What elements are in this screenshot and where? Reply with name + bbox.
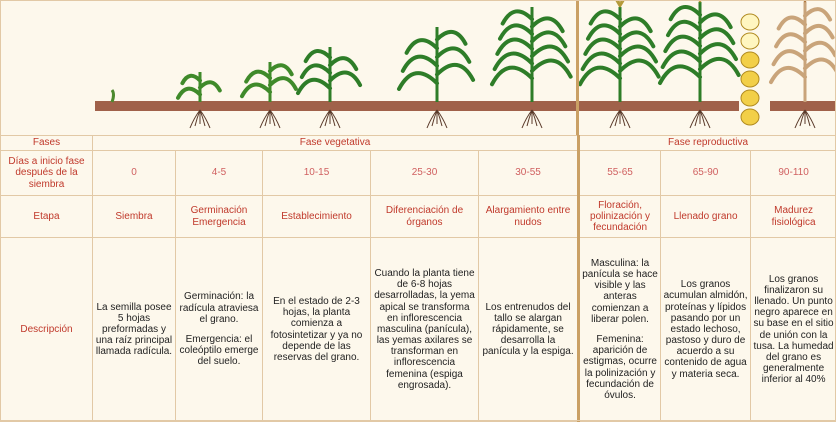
description-paragraph: Cuando la planta tiene de 6-8 hojas desa… [373,268,476,391]
days-cell: 10-15 [263,151,371,196]
stage-cell: Diferenciación de órganos [371,196,479,238]
phase-label: Fase reproductiva [579,136,836,151]
description-cell: La semilla posee 5 hojas preformadas y u… [93,238,176,422]
plant-illustration [741,71,759,87]
days-cell: 30-55 [479,151,579,196]
plant-illustration [741,33,759,49]
plant-illustration [741,14,759,30]
days-cell: 25-30 [371,151,479,196]
plant-illustration [741,109,759,125]
description-cell: En el estado de 2-3 hojas, la planta com… [263,238,371,422]
description-cell: Los granos finalizaron su llenado. Un pu… [751,238,836,422]
row-label: Fases [1,136,93,151]
days-cell: 4-5 [176,151,263,196]
table-row: Días a inicio fase después de la siembra… [1,151,836,196]
description-paragraph: Los entrenudos del tallo se alargan rápi… [481,302,575,358]
stage-cell: Madurez fisiológica [751,196,836,238]
stage-cell: Germinación Emergencia [176,196,263,238]
description-paragraph: Femenina: aparición de estigmas, ocurre … [582,334,658,401]
description-cell: Cuando la planta tiene de 6-8 hojas desa… [371,238,479,422]
description-paragraph: Los granos acumulan almidón, proteínas y… [663,279,748,380]
description-paragraph: Los granos finalizaron su llenado. Un pu… [753,274,834,386]
description-paragraph: Germinación: la radícula atraviesa el gr… [178,291,260,325]
phase-label: Fase vegetativa [93,136,579,151]
row-label: Días a inicio fase después de la siembra [1,151,93,196]
stage-cell: Floración, polinización y fecundación [579,196,661,238]
days-cell: 90-110 [751,151,836,196]
row-label: Etapa [1,196,93,238]
days-cell: 65-90 [661,151,751,196]
row-label: Descripción [1,238,93,422]
days-cell: 55-65 [579,151,661,196]
stage-cell: Llenado grano [661,196,751,238]
stage-cell: Siembra [93,196,176,238]
description-cell: Los entrenudos del tallo se alargan rápi… [479,238,579,422]
description-cell: Masculina: la panícula se hace visible y… [579,238,661,422]
description-paragraph: La semilla posee 5 hojas preformadas y u… [95,302,173,358]
stage-cell: Alargamiento entre nudos [479,196,579,238]
illustration-bg [0,0,836,135]
description-paragraph: Emergencia: el coleóptilo emerge del sue… [178,334,260,368]
description-cell: Los granos acumulan almidón, proteínas y… [661,238,751,422]
description-cell: Germinación: la radícula atraviesa el gr… [176,238,263,422]
stage-cell: Establecimiento [263,196,371,238]
soil [95,101,576,111]
days-cell: 0 [93,151,176,196]
soil [770,101,836,111]
plant-illustration [741,90,759,106]
illustration [0,0,836,135]
soil [579,101,739,111]
phase-divider [576,0,579,135]
plant-illustration [741,52,759,68]
description-paragraph: Masculina: la panícula se hace visible y… [582,258,658,325]
description-paragraph: En el estado de 2-3 hojas, la planta com… [265,296,368,363]
plant-illustration [112,90,114,102]
